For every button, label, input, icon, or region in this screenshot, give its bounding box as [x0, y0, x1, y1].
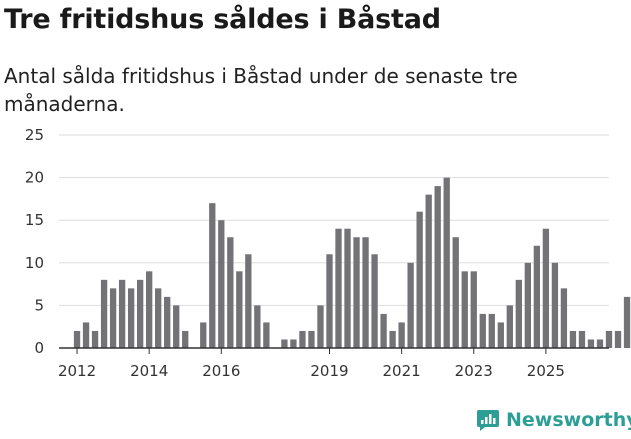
bar [73, 330, 81, 348]
bar [155, 288, 162, 348]
bar [434, 186, 441, 348]
y-tick-label: 15 [25, 211, 44, 229]
x-tick-label: 2019 [310, 362, 348, 380]
newsworthy-logo-icon [477, 410, 499, 431]
bar [281, 339, 288, 348]
bar [245, 254, 252, 348]
bar [506, 305, 513, 348]
bar [470, 271, 477, 348]
bar [118, 279, 126, 348]
newsworthy-logo-text: Newsworthy [506, 409, 631, 431]
y-tick-label: 5 [34, 296, 44, 314]
bar [164, 296, 171, 348]
bar [200, 322, 207, 348]
bar [560, 288, 568, 348]
newsworthy-logo: Newsworthy [476, 408, 631, 432]
bar [371, 254, 378, 348]
bar [326, 254, 333, 348]
bar [227, 237, 234, 348]
y-tick-label: 10 [25, 254, 44, 272]
bar [398, 322, 405, 348]
bar [335, 228, 342, 348]
bar [551, 262, 559, 348]
y-tick-label: 25 [25, 126, 44, 144]
bar [299, 330, 306, 348]
bar [91, 330, 99, 348]
bar [308, 330, 315, 348]
bar [218, 220, 225, 348]
bar [461, 271, 468, 348]
y-axis-ticks: 0 5 10 15 20 25 [25, 126, 44, 357]
bar [290, 339, 297, 348]
bar [109, 288, 117, 348]
chart-subtitle: Antal sålda fritidshus i Båstad under de… [4, 64, 518, 116]
bar [407, 262, 414, 348]
bar [127, 288, 135, 348]
bar [587, 339, 595, 348]
x-tick-label: 2023 [455, 362, 493, 380]
bar [623, 296, 631, 348]
bar [100, 279, 108, 348]
bar [146, 271, 153, 348]
bar [254, 305, 261, 348]
x-tick-label: 2016 [202, 362, 240, 380]
x-tick-label: 2014 [130, 362, 168, 380]
bar [344, 228, 351, 348]
x-axis-ticks: 2012 2014 2016 2019 2021 2023 2025 [58, 347, 609, 380]
bar [362, 237, 369, 348]
bar [614, 330, 622, 348]
bar [389, 330, 396, 348]
bar [605, 330, 613, 348]
x-tick-label: 2025 [527, 362, 565, 380]
bar [136, 279, 144, 348]
y-tick-label: 20 [25, 169, 44, 187]
bar [317, 305, 324, 348]
bar [569, 330, 577, 348]
bar [263, 322, 270, 348]
x-tick-label: 2012 [58, 362, 96, 380]
x-tick-label: 2021 [383, 362, 421, 380]
bar [524, 262, 532, 348]
bar [209, 203, 216, 348]
bar-series [73, 177, 631, 348]
bar [578, 330, 586, 348]
bar [596, 339, 604, 348]
y-tick-label: 0 [34, 339, 44, 357]
bar [173, 305, 180, 348]
bar [497, 322, 504, 348]
bar [236, 271, 243, 348]
bar [488, 313, 495, 348]
bar [443, 177, 450, 348]
bar [425, 194, 432, 348]
bar [542, 228, 550, 348]
bar [182, 330, 189, 348]
bar [515, 279, 522, 348]
bar [533, 245, 541, 348]
bar [353, 237, 360, 348]
bar [82, 322, 90, 348]
chart-title: Tre fritidshus såldes i Båstad [4, 4, 441, 35]
bar [479, 313, 486, 348]
bar [380, 313, 387, 348]
bar [416, 211, 423, 348]
bar [452, 237, 459, 348]
